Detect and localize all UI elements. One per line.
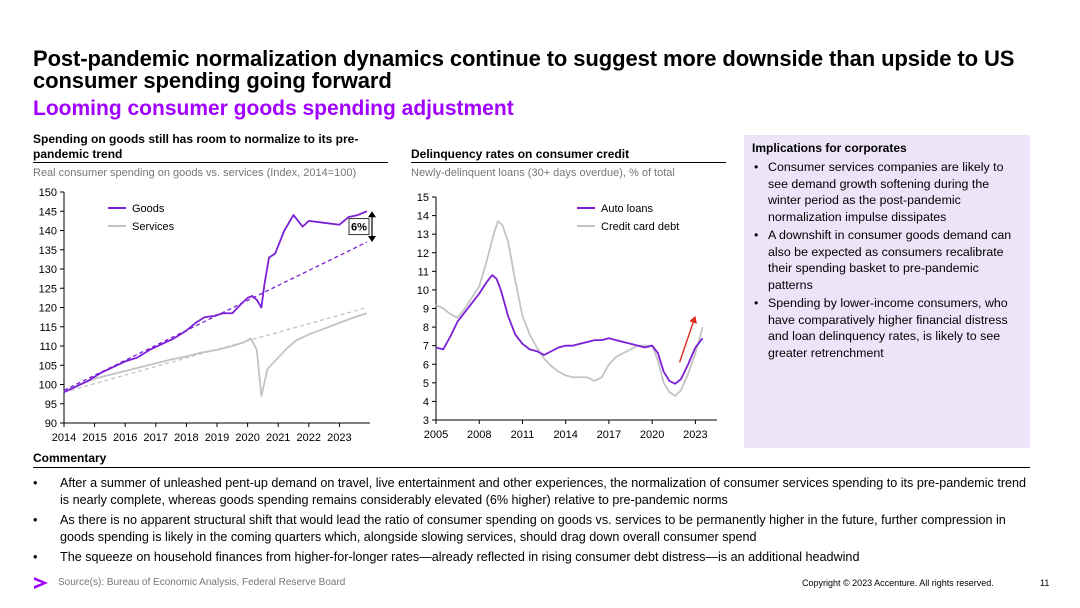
y-tick-label: 3 bbox=[423, 415, 429, 427]
x-tick-label: 2017 bbox=[597, 429, 621, 441]
implications-item: Spending by lower-income consumers, who … bbox=[752, 295, 1020, 361]
delinquency-chart: 3 4 5 6 7 8 9 10 11 12 13 14 15 2005 2008 2011 2014 2017 2… bbox=[417, 192, 717, 441]
implications-title: Implications for corporates bbox=[752, 141, 907, 155]
y-tick-label: 100 bbox=[39, 380, 57, 392]
chart1-title: Spending on goods still has room to norm… bbox=[33, 132, 359, 161]
y-tick-label: 140 bbox=[39, 226, 57, 238]
commentary-title: Commentary bbox=[33, 451, 107, 465]
implications-item: A downshift in consumer goods demand can… bbox=[752, 227, 1020, 293]
trend-arrow-line bbox=[678, 322, 694, 363]
y-tick-label: 105 bbox=[39, 360, 57, 372]
page-number: 11 bbox=[1040, 578, 1050, 588]
gap-arrow-up bbox=[368, 211, 376, 218]
x-tick-label: 2021 bbox=[266, 432, 290, 444]
y-tick-label: 135 bbox=[39, 245, 57, 257]
chart1-rule bbox=[33, 162, 388, 163]
x-tick-label: 2014 bbox=[52, 432, 76, 444]
y-tick-label: 95 bbox=[45, 399, 57, 411]
y-tick-label: 7 bbox=[423, 341, 429, 353]
y-tick-label: 15 bbox=[417, 192, 429, 204]
x-tick-label: 2023 bbox=[327, 432, 351, 444]
y-tick-label: 11 bbox=[418, 266, 429, 278]
trend-arrow-head bbox=[689, 315, 697, 324]
series-line bbox=[435, 220, 704, 397]
x-tick-label: 2005 bbox=[424, 429, 448, 441]
y-tick-label: 125 bbox=[39, 283, 57, 295]
y-tick-label: 9 bbox=[423, 304, 429, 316]
y-tick-label: 6 bbox=[423, 359, 429, 371]
x-tick-label: 2014 bbox=[553, 429, 577, 441]
x-tick-label: 2023 bbox=[683, 429, 707, 441]
chart2-title: Delinquency rates on consumer credit bbox=[411, 147, 630, 161]
y-tick-label: 5 bbox=[423, 378, 429, 390]
x-tick-label: 2016 bbox=[113, 432, 137, 444]
y-tick-label: 4 bbox=[423, 396, 429, 408]
y-tick-label: 90 bbox=[45, 418, 57, 430]
legend-label: Goods bbox=[132, 203, 165, 215]
y-tick-label: 8 bbox=[423, 322, 429, 334]
gap-arrow-down bbox=[368, 236, 376, 243]
y-tick-label: 130 bbox=[39, 264, 57, 276]
chart1-subtitle: Real consumer spending on goods vs. serv… bbox=[33, 167, 357, 179]
commentary-item: The squeeze on household finances from h… bbox=[33, 549, 1033, 566]
x-tick-label: 2015 bbox=[82, 432, 106, 444]
implications-list: Consumer services companies are likely t… bbox=[752, 159, 1020, 361]
series-line bbox=[435, 274, 704, 385]
x-tick-label: 2018 bbox=[174, 432, 198, 444]
accenture-logo-icon bbox=[34, 577, 48, 589]
y-tick-label: 13 bbox=[417, 229, 429, 241]
x-tick-label: 2020 bbox=[640, 429, 664, 441]
commentary-item: After a summer of unleashed pent-up dema… bbox=[33, 475, 1033, 508]
series-line bbox=[63, 312, 368, 397]
x-tick-label: 2020 bbox=[235, 432, 259, 444]
implications-panel: Implications for corporates Consumer ser… bbox=[744, 135, 1030, 448]
x-tick-label: 2019 bbox=[205, 432, 229, 444]
chart2-subtitle: Newly-delinquent loans (30+ days overdue… bbox=[411, 167, 675, 179]
x-tick-label: 2017 bbox=[144, 432, 168, 444]
gap-label: 6% bbox=[351, 222, 367, 234]
source-note: Source(s): Bureau of Economic Analysis, … bbox=[58, 577, 346, 588]
y-tick-label: 145 bbox=[39, 206, 57, 218]
series-line bbox=[63, 210, 368, 394]
commentary-rule bbox=[33, 467, 1030, 468]
x-tick-label: 2022 bbox=[297, 432, 321, 444]
y-tick-label: 115 bbox=[39, 322, 57, 334]
gap-label-box bbox=[348, 218, 370, 236]
x-tick-label: 2011 bbox=[511, 429, 535, 441]
page-title: Post-pandemic normalization dynamics con… bbox=[33, 46, 1015, 93]
copyright-text: Copyright © 2023 Accenture. All rights r… bbox=[802, 578, 994, 588]
commentary-item: As there is no apparent structural shift… bbox=[33, 512, 1033, 545]
y-tick-label: 150 bbox=[39, 187, 57, 199]
y-tick-label: 10 bbox=[417, 285, 429, 297]
x-tick-label: 2008 bbox=[467, 429, 491, 441]
y-tick-label: 120 bbox=[39, 303, 57, 315]
legend-label: Services bbox=[132, 221, 175, 233]
y-tick-label: 14 bbox=[417, 211, 429, 223]
goods-services-chart: 90 95 100 105 110 115 120 125 130 135 140 145 150 201… bbox=[39, 187, 376, 444]
legend-label: Credit card debt bbox=[601, 221, 679, 233]
commentary-list: After a summer of unleashed pent-up dema… bbox=[33, 475, 1033, 570]
y-tick-label: 110 bbox=[39, 341, 57, 353]
y-tick-label: 12 bbox=[417, 248, 429, 260]
implications-item: Consumer services companies are likely t… bbox=[752, 159, 1020, 225]
chart2-rule bbox=[411, 162, 726, 163]
page-subtitle: Looming consumer goods spending adjustme… bbox=[33, 97, 514, 120]
legend-label: Auto loans bbox=[601, 203, 653, 215]
